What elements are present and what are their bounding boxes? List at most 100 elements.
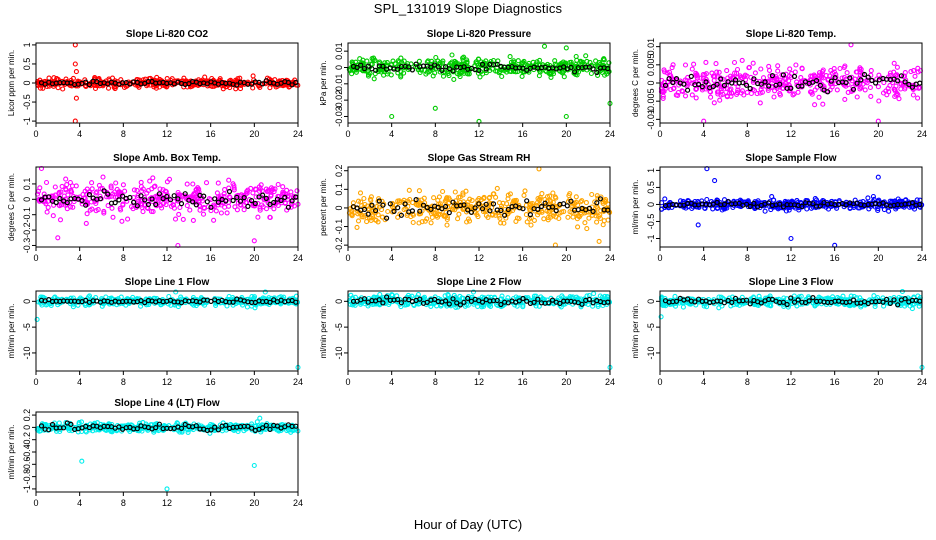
sample-points xyxy=(34,165,301,249)
outlier-point xyxy=(563,113,569,120)
outlier-point xyxy=(591,291,597,297)
outlier-point xyxy=(563,45,569,51)
sample-point xyxy=(76,421,82,427)
sample-point xyxy=(601,198,608,204)
hourly-point xyxy=(725,199,731,205)
hourly-point xyxy=(215,199,221,205)
sample-point xyxy=(148,208,154,215)
sample-point xyxy=(355,211,361,217)
outlier-point xyxy=(72,61,78,67)
sample-point xyxy=(767,302,773,308)
sample-point xyxy=(106,76,112,82)
hourly-point xyxy=(134,203,140,209)
sample-point xyxy=(267,214,273,220)
hourly-point xyxy=(810,201,816,207)
sample-point xyxy=(597,293,603,299)
hourly-point xyxy=(483,201,489,207)
hourly-point xyxy=(249,198,255,204)
sample-point xyxy=(197,207,203,213)
sample-point xyxy=(144,190,150,196)
hourly-point xyxy=(586,296,593,303)
sample-point xyxy=(436,194,442,200)
hourly-point xyxy=(880,299,886,305)
sample-point xyxy=(288,189,294,195)
sample-point xyxy=(224,210,230,216)
hourly-point xyxy=(380,63,386,69)
sample-point xyxy=(505,196,511,202)
sample-point xyxy=(819,69,826,75)
sample-point xyxy=(600,56,606,62)
hourly-point xyxy=(409,67,415,73)
y-axis-label: degrees C per min. xyxy=(631,49,640,117)
hourly-point xyxy=(743,201,750,207)
hourly-point xyxy=(465,207,471,213)
sample-point xyxy=(166,176,173,182)
sample-point xyxy=(831,66,837,72)
sample-point xyxy=(772,88,778,94)
sample-point xyxy=(488,58,494,65)
sample-point xyxy=(140,186,146,192)
hourly-point xyxy=(692,299,698,305)
x-tick-label: 8 xyxy=(121,377,126,387)
sample-point xyxy=(382,300,388,306)
sample-point xyxy=(711,77,717,83)
sample-point xyxy=(152,183,158,189)
sample-point xyxy=(672,293,678,299)
hourly-point xyxy=(542,200,548,206)
hourly-point xyxy=(505,206,511,213)
hourly-point xyxy=(498,207,504,214)
x-tick-label: 4 xyxy=(701,377,706,387)
sample-point xyxy=(152,194,159,200)
sample-point xyxy=(557,68,563,74)
hourly-point xyxy=(204,199,210,205)
x-tick-label: 8 xyxy=(121,129,126,139)
sample-point xyxy=(775,68,781,74)
hourly-point xyxy=(788,85,794,91)
sample-point xyxy=(783,71,789,77)
hourly-point xyxy=(417,208,423,214)
sample-point xyxy=(50,213,56,219)
sample-point xyxy=(567,191,573,197)
sample-point xyxy=(440,73,447,79)
x-tick-label: 0 xyxy=(657,129,662,139)
hourly-point xyxy=(490,201,497,207)
sample-point xyxy=(368,197,374,204)
hourly-point xyxy=(398,300,404,306)
sample-point xyxy=(157,186,163,192)
hourly-point xyxy=(461,202,467,208)
sample-point xyxy=(732,70,738,76)
sample-point xyxy=(515,58,521,64)
sample-point xyxy=(218,210,224,216)
hourly-point xyxy=(502,212,508,218)
sample-point xyxy=(522,188,528,194)
sample-point xyxy=(87,207,93,213)
sample-point xyxy=(456,194,462,200)
hourly-point xyxy=(695,296,702,302)
sample-point xyxy=(97,193,103,199)
x-tick-label: 16 xyxy=(830,253,840,263)
hourly-point xyxy=(780,204,787,210)
hourly-point xyxy=(190,199,196,205)
sample-point xyxy=(862,87,868,93)
sample-point xyxy=(497,215,503,221)
sample-point xyxy=(424,216,430,222)
y-axis-label: kPa per min. xyxy=(319,61,328,106)
hourly-point xyxy=(142,300,148,306)
sample-point xyxy=(222,204,228,210)
hourly-point xyxy=(38,197,45,203)
sample-point xyxy=(483,212,489,219)
hourly-point xyxy=(241,195,247,201)
sample-point xyxy=(441,212,447,218)
hourly-point xyxy=(695,81,702,88)
sample-point xyxy=(56,189,62,195)
outlier-point xyxy=(173,289,179,295)
sample-point xyxy=(710,206,716,212)
sample-point xyxy=(359,60,365,66)
sample-point xyxy=(744,89,750,95)
sample-point xyxy=(597,59,603,66)
sample-point xyxy=(93,208,99,214)
sample-point xyxy=(759,200,765,206)
hourly-point xyxy=(483,66,489,72)
sample-point xyxy=(192,199,199,205)
